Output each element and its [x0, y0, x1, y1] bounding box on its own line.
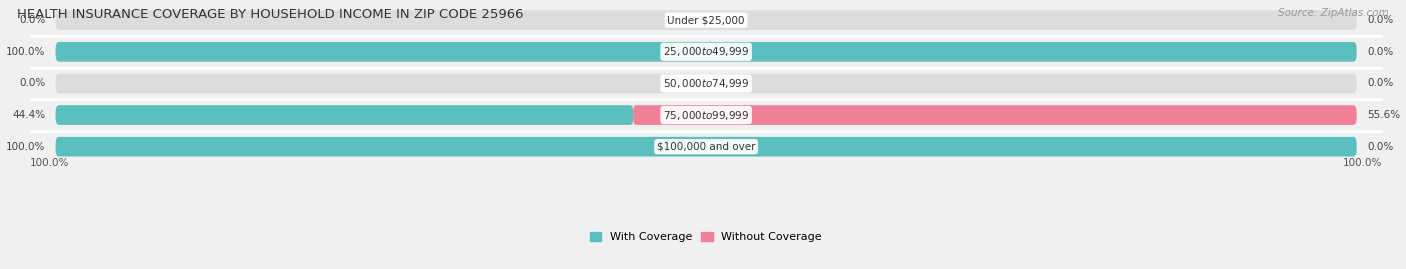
Text: 0.0%: 0.0% [18, 79, 45, 89]
FancyBboxPatch shape [56, 137, 1357, 157]
Text: 55.6%: 55.6% [1367, 110, 1400, 120]
FancyBboxPatch shape [56, 74, 1357, 93]
Text: 0.0%: 0.0% [1367, 15, 1393, 25]
FancyBboxPatch shape [56, 137, 1357, 157]
Text: 0.0%: 0.0% [1367, 79, 1393, 89]
Text: $25,000 to $49,999: $25,000 to $49,999 [664, 45, 749, 58]
FancyBboxPatch shape [56, 10, 1357, 30]
Text: 100.0%: 100.0% [1343, 158, 1382, 168]
Text: 0.0%: 0.0% [1367, 47, 1393, 57]
Text: 0.0%: 0.0% [18, 15, 45, 25]
Text: $50,000 to $74,999: $50,000 to $74,999 [664, 77, 749, 90]
Text: 44.4%: 44.4% [13, 110, 45, 120]
Text: 0.0%: 0.0% [1367, 142, 1393, 152]
Text: 100.0%: 100.0% [6, 47, 45, 57]
FancyBboxPatch shape [56, 42, 1357, 62]
FancyBboxPatch shape [633, 105, 1357, 125]
FancyBboxPatch shape [56, 42, 1357, 62]
Text: 100.0%: 100.0% [30, 158, 69, 168]
Text: HEALTH INSURANCE COVERAGE BY HOUSEHOLD INCOME IN ZIP CODE 25966: HEALTH INSURANCE COVERAGE BY HOUSEHOLD I… [17, 8, 523, 21]
Text: 100.0%: 100.0% [6, 142, 45, 152]
Text: $100,000 and over: $100,000 and over [657, 142, 755, 152]
Text: Under $25,000: Under $25,000 [668, 15, 745, 25]
Text: Source: ZipAtlas.com: Source: ZipAtlas.com [1278, 8, 1389, 18]
Legend: With Coverage, Without Coverage: With Coverage, Without Coverage [591, 232, 823, 242]
FancyBboxPatch shape [56, 105, 1357, 125]
Text: $75,000 to $99,999: $75,000 to $99,999 [664, 109, 749, 122]
FancyBboxPatch shape [56, 105, 633, 125]
